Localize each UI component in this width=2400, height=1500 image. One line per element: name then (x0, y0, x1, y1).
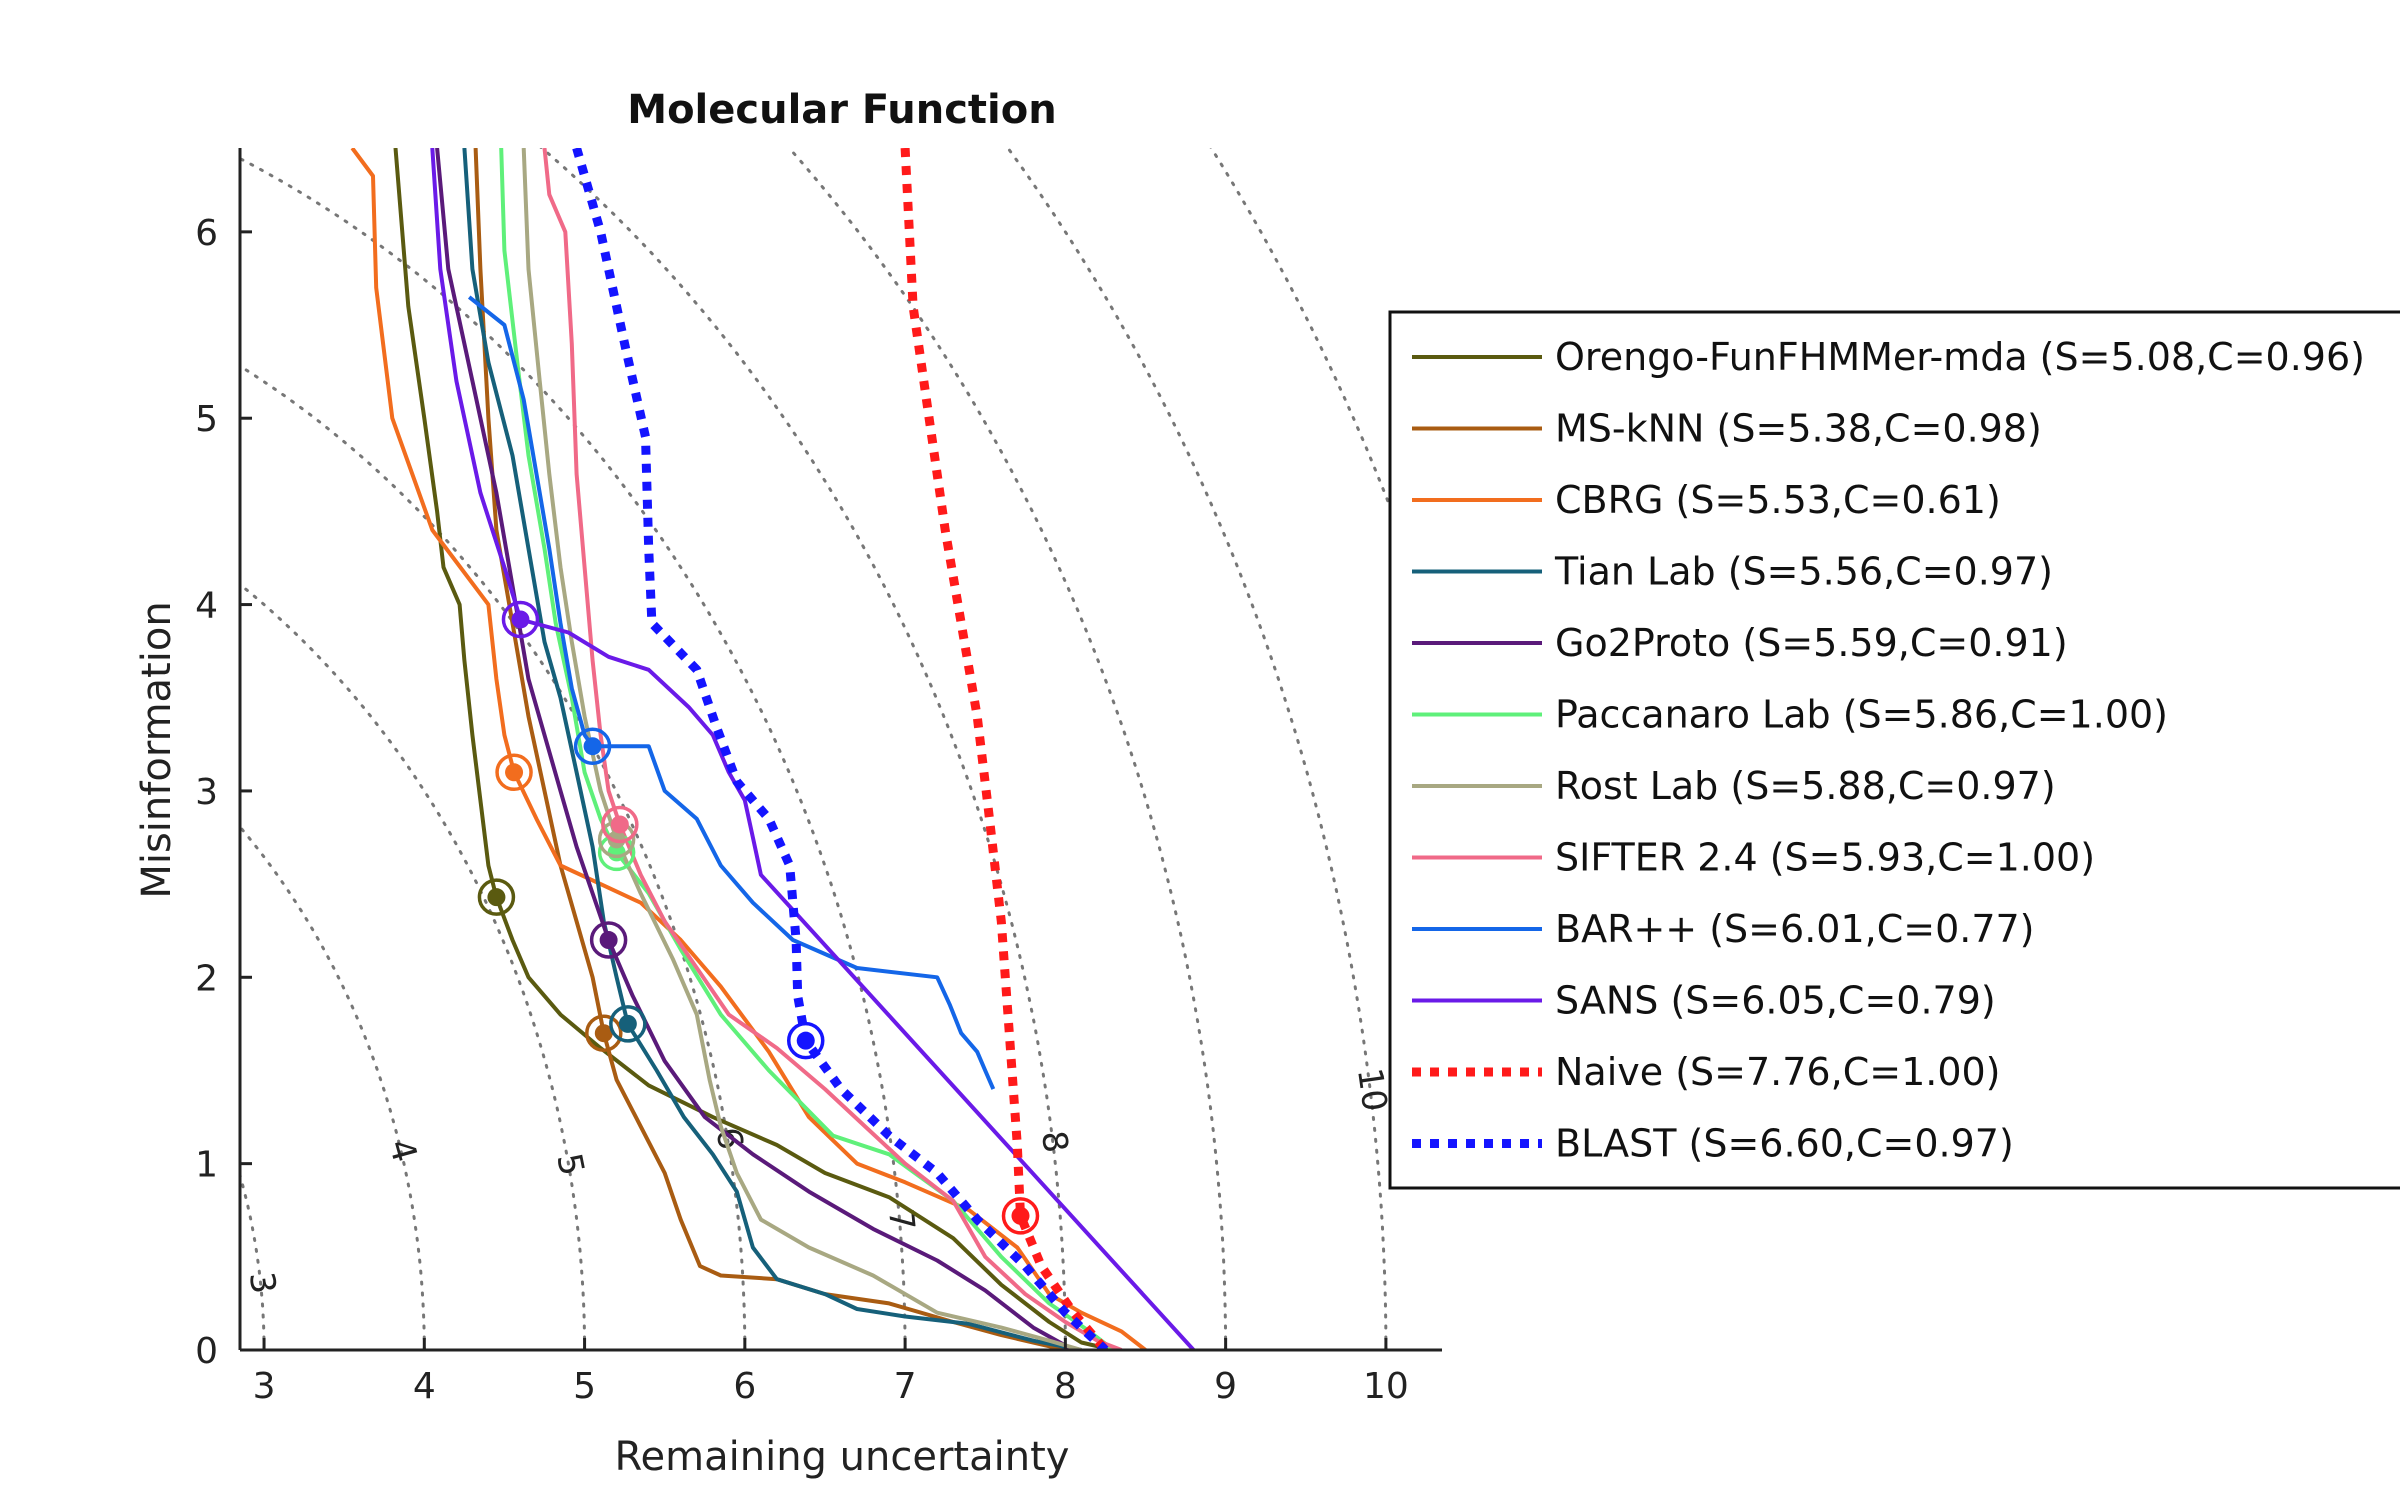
series-marker-ring (601, 805, 639, 844)
series-line (473, 148, 1066, 1350)
chart-title: Molecular Function (627, 87, 1056, 133)
legend-entry: Go2Proto (S=5.59,C=0.91) (1555, 621, 2068, 665)
axes: 3 4 5 6 7 8 9 10 0 1 2 3 4 5 6 (195, 148, 1442, 1407)
iso-contour-line (539, 148, 1067, 1350)
x-tick-label: 9 (1214, 1366, 1237, 1407)
series-marker-ring (501, 600, 540, 639)
y-tick-label: 1 (195, 1145, 218, 1186)
series-marker-ring (589, 921, 628, 959)
series-line (350, 148, 1147, 1350)
series-line (572, 148, 1109, 1350)
series-marker (618, 1014, 637, 1033)
legend: Orengo-FunFHMMer-mda (S=5.08,C=0.96) MS-k… (1388, 310, 2400, 1190)
iso-contour-label: 8 (1033, 1128, 1076, 1155)
legend-entry: BAR++ (S=6.01,C=0.77) (1555, 907, 2035, 951)
iso-contour-label: 5 (548, 1150, 592, 1179)
legend-entry: BLAST (S=6.60,C=0.97) (1555, 1122, 2014, 1166)
x-axis-label: Remaining uncertainty (615, 1434, 1070, 1480)
series-line (542, 148, 1123, 1350)
y-axis-label: Misinformation (134, 601, 180, 898)
series-marker (610, 815, 629, 834)
iso-contour-line (240, 582, 587, 1350)
y-tick-label: 3 (195, 772, 218, 813)
x-tick-label: 8 (1054, 1366, 1077, 1407)
x-tick-label: 7 (894, 1366, 917, 1407)
series-marker-ring (585, 1014, 623, 1052)
series-marker-ring (477, 878, 516, 916)
series-marker (1011, 1206, 1030, 1225)
series-line (462, 148, 1082, 1350)
iso-contour-label: 3 (241, 1270, 283, 1296)
iso-contours: 34567891011 (240, 148, 1442, 1350)
series-line (430, 148, 1196, 1350)
iso-contour-label: 7 (880, 1207, 922, 1233)
y-tick-label: 0 (195, 1331, 218, 1372)
series-layer (350, 148, 1196, 1350)
iso-contour-label: 10 (1349, 1066, 1395, 1114)
series-marker (487, 888, 506, 907)
legend-entry: Naive (S=7.76,C=1.00) (1555, 1050, 2001, 1094)
x-tick-label: 6 (733, 1366, 756, 1407)
y-tick-label: 5 (195, 399, 218, 440)
iso-contour-line (240, 1170, 266, 1350)
legend-entry: Rost Lab (S=5.88,C=0.97) (1555, 764, 2056, 808)
legend-entry: CBRG (S=5.53,C=0.61) (1555, 478, 2001, 522)
series-line (393, 148, 1114, 1350)
y-tick-label: 2 (195, 958, 218, 999)
y-tick-label: 6 (195, 213, 218, 254)
series-marker (505, 763, 524, 782)
y-tick-label: 4 (195, 586, 218, 627)
series-marker (607, 830, 626, 849)
series-marker (599, 931, 618, 950)
legend-entry: Tian Lab (S=5.56,C=0.97) (1554, 550, 2053, 594)
series-marker (583, 737, 602, 756)
series-line (467, 295, 996, 1090)
legend-entry: Orengo-FunFHMMer-mda (S=5.08,C=0.96) (1555, 335, 2365, 379)
iso-contour-line (1006, 148, 1388, 1350)
x-tick-label: 3 (253, 1366, 276, 1407)
series-marker-ring (495, 753, 533, 792)
iso-contour-line (1209, 148, 1442, 661)
series-marker-ring (786, 1021, 825, 1060)
iso-contour-line (240, 364, 747, 1350)
iso-contour-label: 4 (380, 1135, 424, 1167)
x-tick-label: 10 (1363, 1366, 1409, 1407)
series-marker-ring (1001, 1197, 1040, 1235)
series-marker (594, 1024, 613, 1043)
series-line (900, 148, 1109, 1350)
series-marker (796, 1031, 815, 1050)
legend-entry: SIFTER 2.4 (S=5.93,C=1.00) (1555, 836, 2095, 880)
series-marker-ring (573, 727, 612, 765)
x-tick-label: 4 (413, 1366, 436, 1407)
legend-entry: MS-kNN (S=5.38,C=0.98) (1555, 407, 2042, 451)
x-tick-label: 5 (573, 1366, 596, 1407)
legend-entry: Paccanaro Lab (S=5.86,C=1.00) (1555, 693, 2168, 737)
legend-entry: SANS (S=6.05,C=0.79) (1555, 979, 1996, 1023)
series-marker (511, 610, 530, 629)
series-line (521, 148, 1082, 1350)
series-marker-ring (609, 1005, 647, 1043)
legend-box (1388, 310, 2400, 1190)
